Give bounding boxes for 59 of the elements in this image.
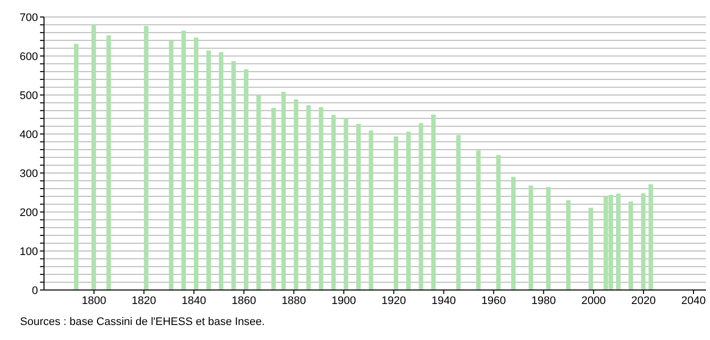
y-tick-label: 600 — [20, 50, 38, 63]
x-tick-label: 1840 — [182, 294, 206, 307]
y-tick-label: 400 — [20, 128, 38, 141]
bar — [144, 26, 148, 290]
x-tick-label: 1820 — [132, 294, 156, 307]
x-tick-label: 2040 — [681, 294, 706, 307]
bar — [168, 40, 174, 290]
bar — [218, 52, 224, 290]
bar — [244, 69, 248, 290]
y-tick-label: 500 — [20, 90, 38, 102]
bar — [648, 184, 654, 290]
bar — [406, 132, 411, 290]
x-tick-label: 2000 — [581, 294, 606, 307]
bar — [294, 99, 298, 290]
bar — [74, 44, 78, 290]
bar — [476, 150, 481, 290]
y-tick-label: 700 — [20, 12, 38, 24]
y-tick-label: 300 — [20, 168, 38, 180]
bar — [344, 118, 348, 290]
bar — [368, 130, 374, 290]
bar — [206, 50, 211, 290]
y-tick-label: 0 — [32, 284, 38, 297]
bar — [431, 114, 436, 290]
bar — [306, 105, 311, 290]
x-tick-label: 1860 — [232, 294, 256, 307]
bar — [456, 135, 461, 290]
bar — [181, 30, 186, 290]
bar — [528, 185, 534, 290]
bar — [511, 176, 516, 290]
bar — [106, 35, 111, 290]
bar — [616, 194, 621, 290]
bar — [566, 200, 571, 290]
bar — [256, 95, 261, 290]
bar — [91, 24, 96, 290]
bar — [418, 123, 424, 290]
x-tick-label: 2020 — [631, 294, 656, 307]
bar — [194, 38, 198, 290]
source-note: Sources : base Cassini de l'EHESS et base Insee. — [20, 316, 266, 328]
bar — [356, 124, 361, 290]
x-tick-label: 1960 — [481, 294, 506, 307]
x-tick-label: 1900 — [332, 294, 356, 307]
x-tick-label: 1880 — [282, 294, 306, 307]
y-tick-label: 100 — [20, 246, 38, 258]
bar — [546, 187, 551, 290]
y-tick-label: 200 — [20, 206, 38, 219]
bar — [331, 114, 336, 290]
x-tick-label: 1980 — [531, 294, 556, 307]
bar — [588, 208, 594, 290]
bar — [641, 193, 646, 290]
x-tick-label: 1940 — [431, 294, 456, 307]
bar — [281, 92, 286, 290]
bar — [231, 61, 236, 290]
bar — [318, 107, 324, 290]
bar — [496, 155, 501, 290]
bar — [271, 108, 276, 290]
x-tick-label: 1800 — [82, 294, 106, 307]
x-tick-label: 1920 — [381, 294, 406, 307]
bar — [394, 136, 398, 290]
bar — [628, 201, 634, 290]
